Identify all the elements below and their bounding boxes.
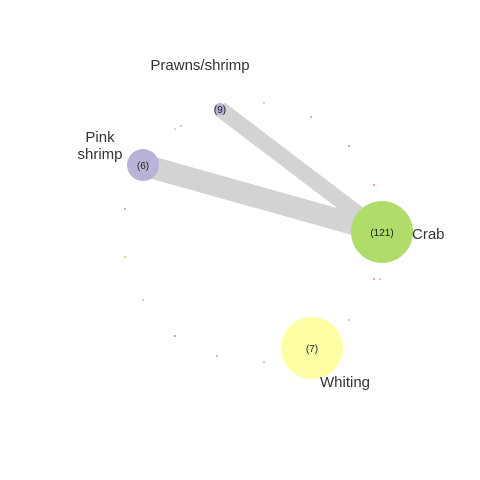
node-circle[interactable] bbox=[127, 149, 159, 181]
minor-node-dot bbox=[348, 319, 350, 321]
node-count: (9) bbox=[214, 105, 226, 116]
node-count: (121) bbox=[370, 228, 393, 239]
edge-prawns_shrimp-crab bbox=[215, 102, 387, 239]
minor-node-dot bbox=[373, 184, 375, 186]
minor-node-dot bbox=[174, 128, 176, 130]
edge-pink_shrimp-crab bbox=[140, 154, 385, 243]
node-count: (6) bbox=[137, 161, 149, 172]
minor-node-dot bbox=[216, 355, 218, 357]
node-label: Pink bbox=[85, 129, 115, 146]
minor-node-dot bbox=[263, 102, 265, 104]
node-prawns-shrimp[interactable]: (9) Prawns/shrimp bbox=[150, 57, 249, 116]
minor-node-dot bbox=[124, 208, 126, 210]
minor-node-dot bbox=[373, 278, 375, 280]
node-label: Whiting bbox=[320, 374, 370, 391]
node-label: Crab bbox=[412, 226, 445, 243]
minor-node-dot bbox=[348, 145, 350, 147]
minor-node-dot bbox=[263, 361, 265, 363]
node-label: Prawns/shrimp bbox=[150, 57, 249, 74]
edges-layer bbox=[140, 102, 387, 243]
node-label: shrimp bbox=[77, 146, 122, 163]
minor-node-dot bbox=[142, 299, 144, 301]
node-count: (7) bbox=[306, 344, 318, 355]
node-whiting[interactable]: (7) Whiting bbox=[281, 317, 370, 391]
node-circle[interactable] bbox=[351, 201, 413, 263]
minor-node-dot bbox=[174, 335, 176, 337]
node-circle[interactable] bbox=[281, 317, 343, 379]
minor-node-dot bbox=[310, 116, 312, 118]
node-circle[interactable] bbox=[214, 103, 226, 115]
minor-node-dot bbox=[124, 256, 126, 258]
node-crab[interactable]: (121) Crab bbox=[351, 201, 445, 263]
minor-node-dot bbox=[379, 278, 381, 280]
minor-node-dot bbox=[180, 125, 182, 127]
